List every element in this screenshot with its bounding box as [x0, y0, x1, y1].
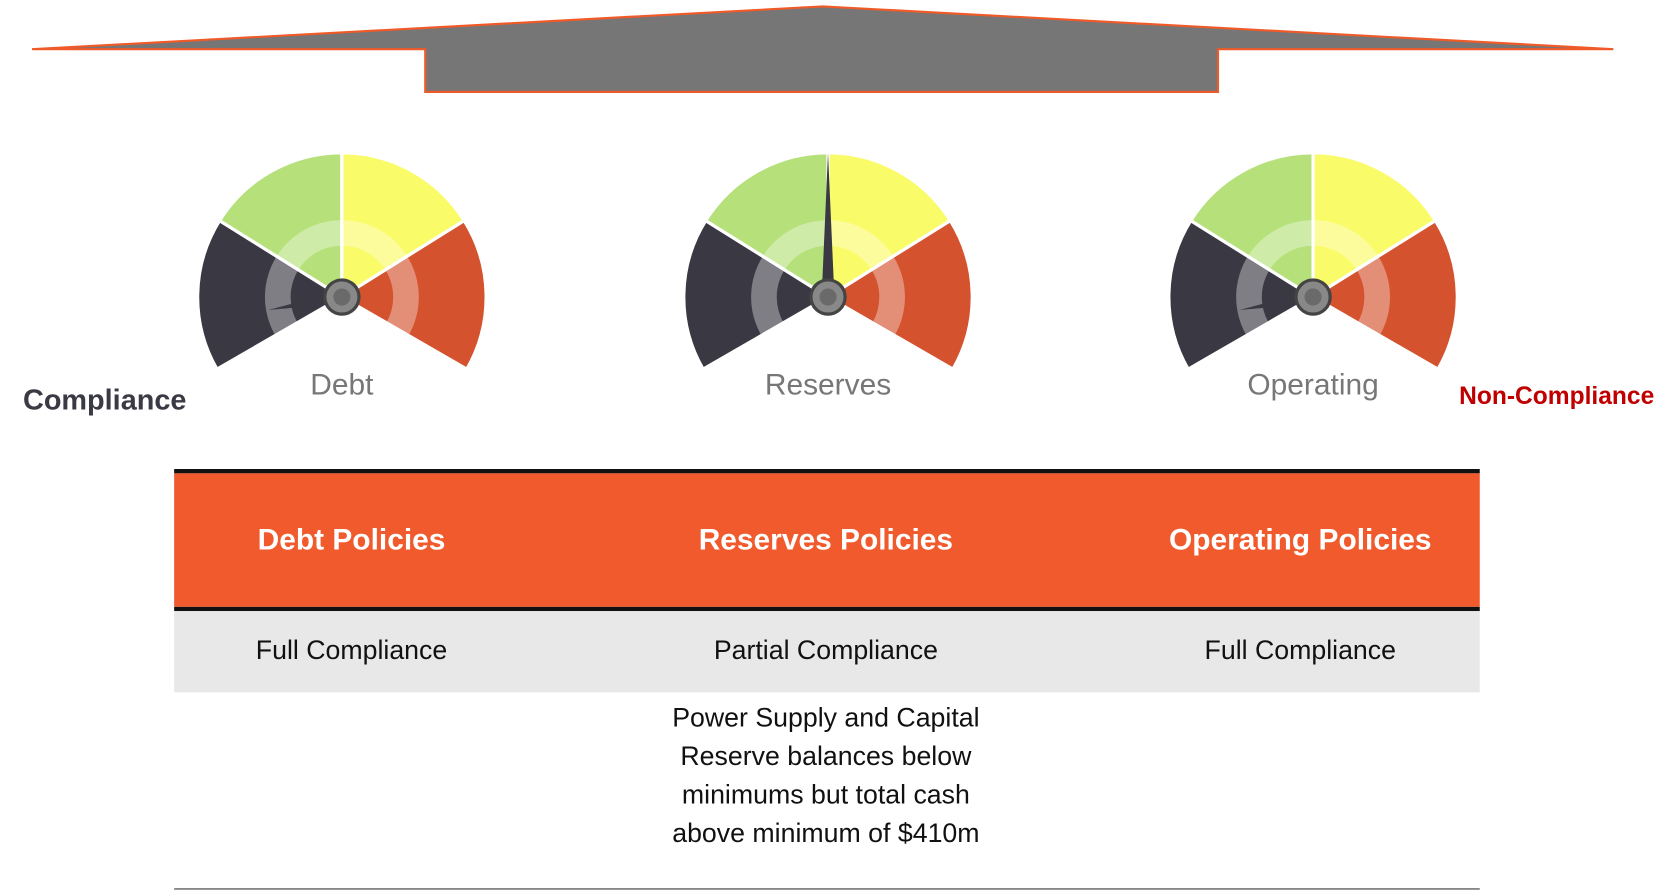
status-cell: Full Compliance [256, 635, 447, 665]
gauges: Debt Reserves Operating [196, 151, 1459, 402]
table: Debt Policies Reserves Policies Operating … [256, 524, 1432, 849]
gauge-label: Debt [310, 369, 374, 402]
gauge-hub-center [1304, 288, 1322, 306]
gauge-label: Reserves [765, 369, 891, 402]
gauge-ring [828, 220, 894, 270]
gauge-ring [264, 256, 299, 336]
gauge-needle [821, 152, 835, 298]
status-cell: Full Compliance [1205, 635, 1396, 665]
gauge-label: Operating [1247, 369, 1378, 402]
gauge-ring [871, 256, 905, 336]
gauge-segment [1309, 218, 1459, 372]
gauge-ring [1356, 256, 1391, 336]
gauge-ring [276, 220, 342, 270]
gauge-segment [340, 151, 467, 300]
gauge-hub-center [819, 288, 837, 306]
status-cell: Partial Compliance [714, 635, 938, 665]
column-header: Reserves Policies [699, 524, 953, 557]
gauge-segment [217, 151, 344, 300]
gauge-ring [341, 220, 408, 270]
note-cell: Power Supply and Capital Reserve balance… [672, 703, 980, 849]
gauge-segment [826, 151, 953, 300]
column-header: Operating Policies [1169, 524, 1432, 557]
gauge-ring [1247, 220, 1314, 270]
gauge-ring [385, 256, 419, 336]
compliance-label: Compliance [23, 384, 186, 416]
gauge-segment [338, 218, 488, 372]
gauge-segment [1311, 151, 1438, 300]
gauge-segment [682, 218, 832, 372]
gauge-segment [1167, 218, 1317, 372]
header-row [174, 473, 1480, 607]
gauge-ring [762, 220, 829, 270]
gauge-ring [751, 256, 785, 336]
gauge-ring [1236, 256, 1270, 336]
banner [31, 5, 1614, 93]
gauge-segment [703, 151, 830, 300]
gauge-segment [824, 218, 974, 372]
note-text: Power Supply and Capital Reserve balance… [672, 703, 980, 849]
status-row [174, 611, 1480, 693]
gauge-hub-center [333, 288, 351, 306]
non-compliance-label: Non-Compliance [1459, 383, 1654, 410]
gauge-ring [1313, 220, 1379, 270]
gauge-segment [1188, 151, 1315, 300]
gauge-segment [196, 218, 346, 372]
column-header: Debt Policies [258, 524, 446, 557]
